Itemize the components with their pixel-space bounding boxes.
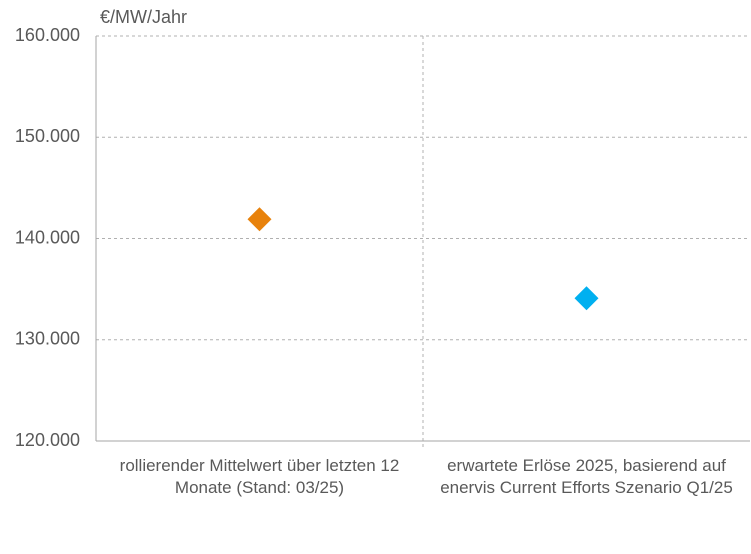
y-tick-label: 120.000 <box>15 430 80 450</box>
y-tick-label: 140.000 <box>15 227 80 247</box>
diamond-marker <box>574 286 599 311</box>
diamond-marker <box>247 207 272 232</box>
y-unit-label: €/MW/Jahr <box>100 7 187 27</box>
y-tick-label: 130.000 <box>15 329 80 349</box>
y-tick-label: 160.000 <box>15 25 80 45</box>
x-tick-label: erwartete Erlöse 2025, basierend auf ene… <box>440 456 733 497</box>
y-tick-label: 150.000 <box>15 126 80 146</box>
x-tick-label: rollierender Mittelwert über letzten 12 … <box>119 456 400 497</box>
